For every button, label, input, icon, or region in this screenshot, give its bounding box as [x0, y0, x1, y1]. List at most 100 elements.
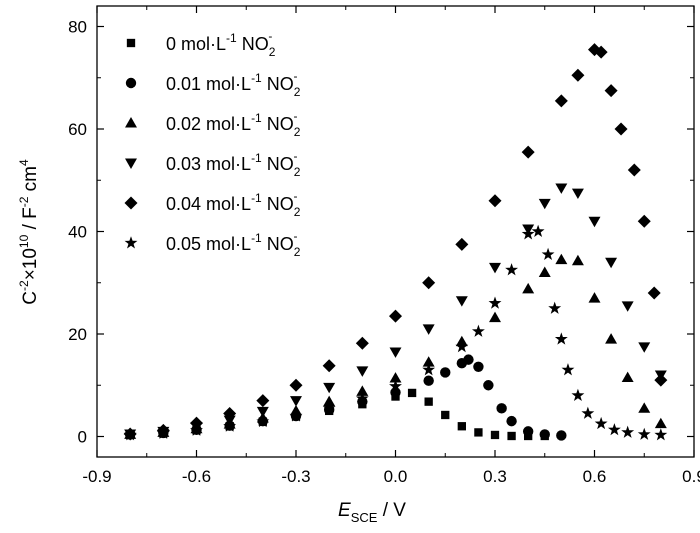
y-tick-label: 0 — [78, 428, 87, 447]
x-tick-label: 0.9 — [682, 467, 700, 486]
data-point — [621, 301, 634, 312]
data-point — [455, 237, 469, 251]
data-point — [323, 382, 336, 394]
data-point — [571, 188, 584, 200]
data-point — [289, 378, 303, 392]
legend-item: 0.03 mol·L-1 NO2- — [125, 149, 301, 179]
data-point — [389, 347, 402, 358]
data-point — [605, 333, 618, 344]
data-point — [256, 406, 269, 418]
legend-marker-square — [126, 38, 136, 48]
data-point — [190, 416, 203, 430]
data-point — [522, 282, 535, 294]
data-point — [190, 423, 203, 436]
data-point — [571, 254, 584, 266]
legend-item: 0.01 mol·L-1 NO2- — [125, 69, 301, 99]
legend-label: 0.04 mol·L-1 NO2- — [166, 189, 301, 219]
data-point — [554, 332, 568, 345]
legend-marker-triangle-down — [125, 158, 137, 169]
data-point — [322, 359, 336, 373]
data-point — [604, 84, 618, 98]
data-point — [607, 423, 621, 436]
legend: 0 mol·L-1 NO2- 0.01 mol·L-1 NO2- 0.02 mol·… — [124, 29, 301, 259]
data-point — [422, 363, 436, 376]
data-point — [505, 263, 519, 276]
data-point — [389, 379, 402, 392]
legend-marker-diamond — [124, 196, 138, 210]
legend-label: 0.05 mol·L-1 NO2- — [166, 229, 301, 259]
data-point — [489, 262, 501, 274]
data-point — [627, 163, 641, 177]
data-point — [614, 122, 628, 136]
data-point — [290, 396, 302, 407]
data-point — [489, 311, 501, 323]
data-point — [556, 430, 567, 441]
data-point — [422, 276, 436, 290]
data-point — [647, 286, 661, 300]
plot-area — [123, 43, 668, 441]
data-point — [457, 422, 466, 431]
data-point — [581, 406, 595, 419]
y-tick-label: 40 — [68, 223, 87, 242]
series-0 — [126, 388, 549, 441]
data-point — [488, 194, 502, 208]
data-point — [571, 68, 585, 82]
data-point — [156, 426, 170, 439]
data-point — [637, 214, 651, 228]
legend-item: 0.02 mol·L-1 NO2- — [125, 109, 301, 139]
data-point — [621, 425, 635, 438]
y-tick-label: 80 — [68, 18, 87, 37]
data-point — [637, 427, 651, 440]
data-point — [654, 373, 668, 387]
data-point — [506, 415, 517, 427]
data-point — [463, 354, 474, 365]
legend-label: 0.01 mol·L-1 NO2- — [166, 69, 301, 99]
data-point — [256, 414, 270, 428]
data-point — [594, 416, 608, 430]
y-tick-label: 60 — [68, 120, 87, 139]
data-point — [538, 198, 551, 210]
legend-label: 0.02 mol·L-1 NO2- — [166, 109, 301, 139]
data-point — [355, 336, 369, 350]
legend-marker-triangle-up — [125, 117, 137, 128]
legend-item: 0 mol·L-1 NO2- — [126, 29, 276, 59]
data-point — [441, 410, 450, 420]
data-point — [289, 409, 303, 422]
x-tick-label: 0.6 — [583, 467, 607, 486]
data-point — [389, 372, 402, 383]
legend-label: 0 mol·L-1 NO2- — [166, 29, 276, 59]
data-point — [638, 342, 651, 353]
legend-label: 0.03 mol·L-1 NO2- — [166, 149, 301, 179]
x-tick-label: -0.3 — [281, 467, 310, 486]
data-point — [323, 395, 336, 407]
data-point — [548, 301, 562, 314]
data-point — [605, 257, 618, 269]
data-point — [223, 419, 237, 432]
data-point — [594, 45, 608, 59]
data-point — [422, 356, 435, 367]
data-point — [389, 309, 402, 323]
data-point — [488, 296, 502, 309]
data-point — [496, 403, 507, 414]
data-point — [490, 430, 500, 440]
data-point — [423, 375, 434, 386]
legend-marker-circle — [125, 77, 137, 89]
data-point — [654, 428, 668, 441]
series-0.01 — [124, 354, 567, 441]
data-point — [571, 388, 585, 401]
data-point — [531, 224, 545, 237]
data-point — [322, 401, 336, 414]
data-point — [555, 253, 568, 265]
data-point — [473, 361, 484, 372]
legend-marker-star — [124, 236, 138, 249]
data-point — [123, 428, 137, 441]
data-point — [521, 227, 535, 240]
x-tick-label: -0.6 — [182, 467, 211, 486]
data-point — [455, 340, 469, 353]
y-axis-title: C-2×1010 / F-2 cm4 — [17, 159, 41, 305]
legend-item: 0.04 mol·L-1 NO2- — [124, 189, 301, 219]
data-point — [561, 363, 575, 376]
data-point — [522, 426, 534, 437]
x-axis-title: ESCE / V — [338, 500, 406, 525]
series-0.05 — [123, 224, 668, 441]
